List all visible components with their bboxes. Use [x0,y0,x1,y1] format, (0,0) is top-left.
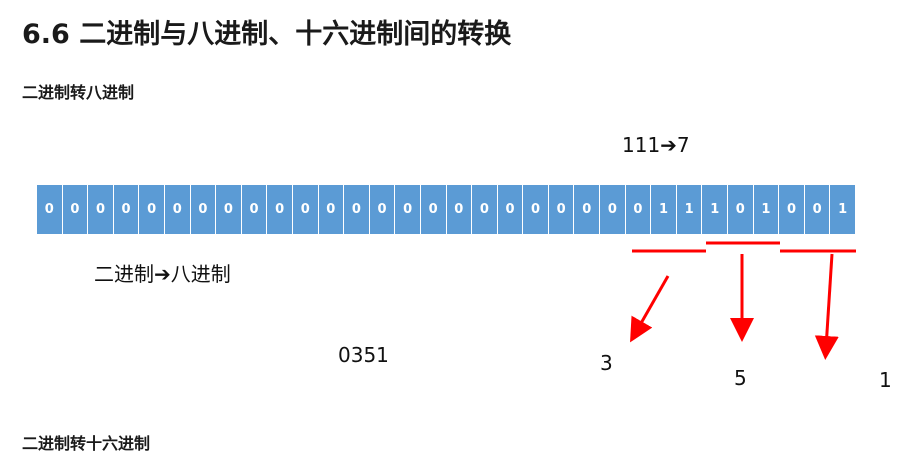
bit-cell: 0 [420,185,446,234]
method-label: 二进制➔八进制 [94,262,231,286]
bit-cell: 0 [804,185,830,234]
bit-cell: 0 [369,185,395,234]
bit-cell: 0 [164,185,190,234]
group-arrow-3 [814,253,839,360]
bit-cell: 0 [241,185,267,234]
bit-cell: 1 [676,185,702,234]
bit-cell: 1 [702,185,728,234]
bit-cell: 0 [472,185,497,234]
octal-result: 0351 [338,343,389,367]
bit-cell: 1 [830,185,855,234]
bit-cell: 0 [113,185,139,234]
bit-cell: 0 [548,185,574,234]
bit-cell: 0 [267,185,292,234]
bit-cell: 0 [625,185,651,234]
bit-cell: 0 [190,185,216,234]
bit-cell: 0 [728,185,753,234]
bit-cell: 0 [779,185,804,234]
bit-cell: 0 [600,185,625,234]
section-heading-binary-to-octal: 二进制转八进制 [22,83,135,102]
bit-cell: 0 [88,185,113,234]
bit-cell: 0 [292,185,318,234]
section-heading-binary-to-hex: 二进制转十六进制 [22,434,151,453]
group-digit-1: 3 [600,351,613,375]
bit-cell: 0 [523,185,548,234]
bit-cell: 0 [318,185,344,234]
bit-cell: 1 [651,185,676,234]
bit-cell: 0 [62,185,88,234]
group-digit-2: 5 [734,366,747,390]
bit-cell: 0 [446,185,472,234]
group-arrow-1 [630,275,670,343]
bit-cell: 0 [37,185,62,234]
bit-cell: 0 [497,185,523,234]
bit-cell: 0 [344,185,369,234]
bit-cell: 1 [753,185,779,234]
bit-cell: 0 [395,185,420,234]
group-digit-3: 1 [879,368,892,392]
rule-label: 111➔7 [622,133,690,157]
bit-cell: 0 [574,185,600,234]
bit-cell: 0 [139,185,164,234]
bit-cell: 0 [216,185,241,234]
page-title: 6.6 二进制与八进制、十六进制间的转换 [22,19,512,50]
